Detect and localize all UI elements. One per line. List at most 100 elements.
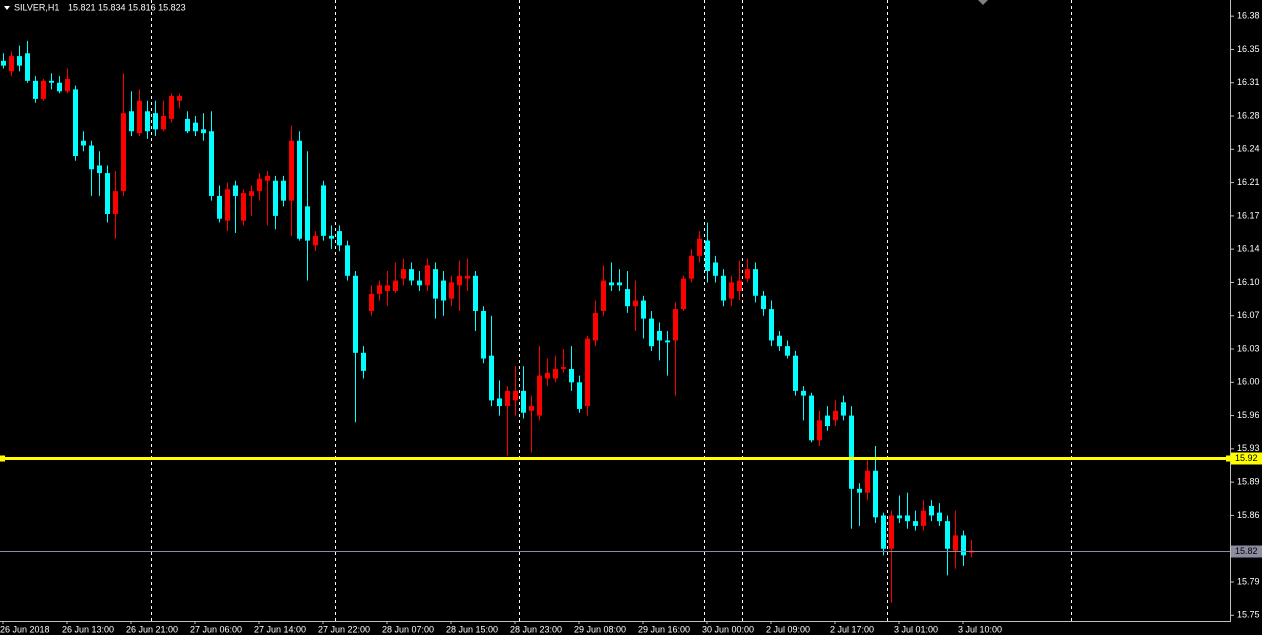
candle-body [817, 420, 822, 441]
candle-body [337, 231, 342, 246]
candle-body [465, 275, 470, 279]
candle-body [753, 269, 758, 296]
candle-body [81, 140, 86, 146]
y-tick-label: 16.03 [1237, 343, 1260, 353]
candle-body [201, 129, 206, 134]
candle-body [745, 269, 750, 279]
shift-marker [978, 0, 988, 5]
candle-body [617, 282, 622, 286]
candle-body [241, 193, 246, 221]
x-tick-label: 29 Jun 16:00 [638, 624, 690, 634]
y-tick-label: 16.17 [1237, 210, 1260, 220]
candle-body [569, 368, 574, 383]
price-label: 15.82 [1235, 546, 1258, 556]
y-tick-label: 16.38 [1237, 11, 1260, 21]
x-tick-label: 28 Jun 23:00 [510, 624, 562, 634]
candle-body [809, 395, 814, 441]
candle-body [689, 255, 694, 279]
candle-body [369, 293, 374, 311]
candle-body [73, 89, 78, 156]
candle-body [553, 368, 558, 379]
candle-body [897, 515, 902, 519]
y-tick-label: 15.89 [1237, 477, 1260, 487]
y-tick-label: 16.14 [1237, 244, 1260, 254]
candle-body [625, 289, 630, 307]
candle-body [449, 282, 454, 299]
x-tick-label: 3 Jul 01:00 [894, 624, 938, 634]
candle-body [761, 295, 766, 310]
candle-body [545, 372, 550, 379]
ohlc-text: 15.821 15.834 15.816 15.823 [68, 2, 186, 12]
y-tick-label: 16.24 [1237, 144, 1260, 154]
x-tick-label: 3 Jul 10:00 [958, 624, 1002, 634]
candle-body [865, 470, 870, 493]
candle-body [769, 309, 774, 341]
candle-body [881, 515, 886, 549]
y-tick-label: 16.35 [1237, 44, 1260, 54]
x-tick-label: 27 Jun 14:00 [254, 624, 306, 634]
candle-body [209, 131, 214, 196]
candle-body [177, 96, 182, 101]
y-tick-label: 16.21 [1237, 177, 1260, 187]
candle-body [921, 510, 926, 526]
candle-body [377, 285, 382, 294]
candle-body [889, 515, 894, 549]
candle-body [657, 330, 662, 341]
y-tick-label: 15.96 [1237, 410, 1260, 420]
candle-body [441, 280, 446, 301]
candle-body [585, 338, 590, 407]
candle-body [961, 535, 966, 556]
price-label-box [1231, 452, 1262, 465]
candle-body [33, 80, 38, 99]
candle-body [185, 118, 190, 132]
candle-body [577, 382, 582, 409]
price-line-handle [0, 455, 5, 462]
x-tick-label: 29 Jun 08:00 [574, 624, 626, 634]
chart-title: SILVER,H1 [14, 2, 59, 12]
candle-body [665, 340, 670, 343]
x-tick-label: 26 Jun 13:00 [62, 624, 114, 634]
candle-body [737, 280, 742, 292]
candle-body [145, 111, 150, 132]
y-tick-label: 16.07 [1237, 310, 1260, 320]
candle-body [393, 280, 398, 292]
candle-body [697, 238, 702, 256]
candle-body [57, 82, 62, 92]
candle-body [305, 206, 310, 241]
candle-body [609, 282, 614, 286]
candle-body [729, 282, 734, 299]
y-tick-label: 16.28 [1237, 110, 1260, 120]
candle-body [9, 56, 14, 72]
candle-body [537, 375, 542, 416]
candle-body [265, 175, 270, 181]
candle-body [169, 96, 174, 119]
candle-body [937, 512, 942, 522]
candle-body [513, 390, 518, 401]
candle-body [345, 245, 350, 276]
candle-body [105, 173, 110, 214]
x-tick-label: 26 Jun 21:00 [126, 624, 178, 634]
candle-body [641, 300, 646, 319]
candle-body [1, 60, 6, 66]
candle-body [121, 113, 126, 192]
candle-body [649, 318, 654, 347]
candle-body [777, 335, 782, 347]
candle-body [137, 100, 142, 134]
candle-body [713, 262, 718, 276]
y-tick-label: 15.75 [1237, 610, 1260, 620]
candle-body [409, 269, 414, 281]
candle-body [505, 390, 510, 407]
candle-body [41, 80, 46, 99]
candle-body [481, 310, 486, 359]
candle-body [297, 140, 302, 239]
candle-body [953, 535, 958, 551]
candle-body [401, 269, 406, 279]
x-tick-label: 26 Jun 2018 [0, 624, 50, 634]
x-tick-label: 2 Jul 09:00 [766, 624, 810, 634]
x-tick-label: 28 Jun 15:00 [446, 624, 498, 634]
candle-body [289, 140, 294, 201]
candle-body [385, 285, 390, 292]
candle-body [193, 122, 198, 132]
